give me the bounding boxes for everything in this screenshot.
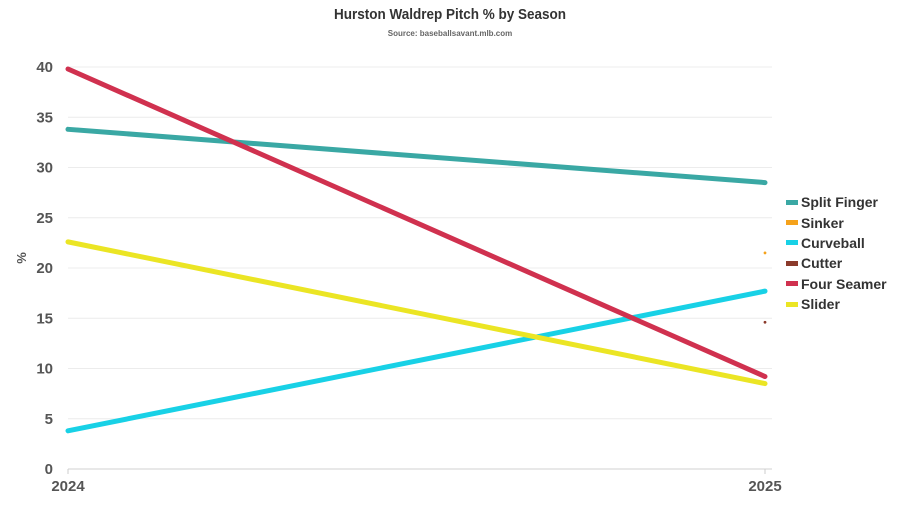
chart-title: Hurston Waldrep Pitch % by Season [333,6,567,23]
series-line-curveball [65,288,768,434]
legend-label: Split Finger [801,194,878,211]
x-axis-ticks: 2024 2025 [51,469,782,495]
legend-label: Sinker [801,214,844,231]
y-tick-label: 25 [36,210,53,227]
legend-item-four-seamer[interactable]: Four Seamer [786,274,887,294]
legend-label: Cutter [801,255,843,272]
legend-swatch [786,281,798,287]
y-tick-label: 40 [36,59,53,76]
series-lines [65,66,768,434]
y-tick-label: 15 [36,310,53,327]
legend-label: Slider [801,296,840,313]
x-tick-label: 2025 [748,478,781,495]
x-tick-label: 2024 [51,478,85,495]
legend-item-sinker[interactable]: Sinker [786,212,887,232]
y-tick-label: 20 [36,260,53,277]
series-point-cutter [763,320,767,324]
y-tick-label: 10 [36,361,53,378]
y-tick-label: 5 [45,411,53,428]
legend-item-cutter[interactable]: Cutter [786,253,887,273]
legend-item-slider[interactable]: Slider [786,294,887,314]
legend-swatch [786,260,798,266]
series-point-sinker [763,251,767,255]
legend-swatch [786,240,798,246]
chart-subtitle: Source: baseballsavant.mlb.com [387,29,513,38]
legend-item-curveball[interactable]: Curveball [786,233,887,253]
legend-swatch [786,301,798,307]
y-axis-ticks: 0 5 10 15 20 25 30 35 40 [36,59,53,478]
legend-label: Four Seamer [801,275,887,292]
legend-item-split-finger[interactable]: Split Finger [786,192,887,212]
series-line-slider [65,239,768,387]
legend-swatch [786,220,798,226]
legend-swatch [786,199,798,205]
y-tick-label: 30 [36,160,53,177]
y-axis-label: % [14,252,29,264]
y-tick-label: 0 [45,461,53,478]
legend-label: Curveball [801,234,865,251]
series-line-four-seamer [65,66,768,380]
legend: Split Finger Sinker Curveball Cutter Four Se… [786,192,887,314]
series-line-split-finger [65,126,768,186]
y-tick-label: 35 [36,109,53,126]
